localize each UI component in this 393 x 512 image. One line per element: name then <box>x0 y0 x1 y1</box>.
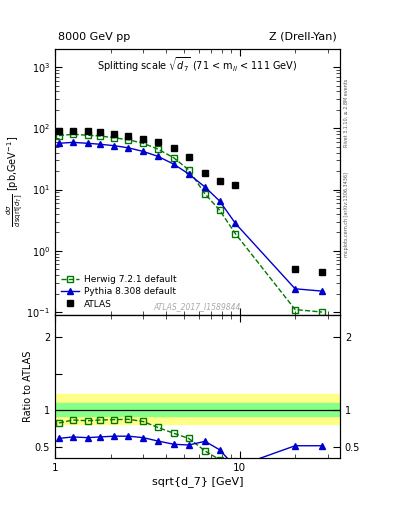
Bar <box>55 403 340 416</box>
Herwig 7.2.1 default <box>203 191 208 197</box>
ATLAS <box>85 128 90 134</box>
Herwig 7.2.1 default <box>141 140 145 146</box>
Text: Rivet 3.1.10, ≥ 2.8M events: Rivet 3.1.10, ≥ 2.8M events <box>344 78 349 147</box>
Herwig 7.2.1 default <box>155 146 160 152</box>
Pythia 8.308 default <box>171 161 176 167</box>
Herwig 7.2.1 default <box>71 131 75 137</box>
Pythia 8.308 default <box>57 140 61 146</box>
ATLAS <box>126 133 131 139</box>
ATLAS <box>97 129 102 135</box>
ATLAS <box>112 131 117 137</box>
Pythia 8.308 default <box>126 145 131 151</box>
ATLAS <box>71 127 75 134</box>
ATLAS <box>186 154 191 160</box>
Herwig 7.2.1 default <box>293 307 298 313</box>
Line: Pythia 8.308 default: Pythia 8.308 default <box>56 140 325 294</box>
Pythia 8.308 default <box>71 139 75 145</box>
ATLAS <box>57 127 61 134</box>
Herwig 7.2.1 default <box>85 132 90 138</box>
X-axis label: sqrt{d_7} [GeV]: sqrt{d_7} [GeV] <box>152 476 243 487</box>
Bar <box>55 394 340 424</box>
Text: 8000 GeV pp: 8000 GeV pp <box>58 32 130 42</box>
Line: ATLAS: ATLAS <box>55 127 325 275</box>
Line: Herwig 7.2.1 default: Herwig 7.2.1 default <box>56 132 325 315</box>
Text: mcplots.cern.ch [arXiv:1306.3436]: mcplots.cern.ch [arXiv:1306.3436] <box>344 173 349 258</box>
Pythia 8.308 default <box>85 140 90 146</box>
Herwig 7.2.1 default <box>233 231 238 237</box>
Y-axis label: $\frac{d\sigma}{d\,\mathrm{sqrt}[d_7]}$ [pb,GeV$^{-1}$]: $\frac{d\sigma}{d\,\mathrm{sqrt}[d_7]}$ … <box>5 136 25 227</box>
ATLAS <box>203 169 208 176</box>
Herwig 7.2.1 default <box>112 135 117 141</box>
Herwig 7.2.1 default <box>171 155 176 161</box>
ATLAS <box>141 136 145 142</box>
Pythia 8.308 default <box>186 171 191 177</box>
ATLAS <box>233 182 238 188</box>
Herwig 7.2.1 default <box>320 309 324 315</box>
Pythia 8.308 default <box>293 286 298 292</box>
Herwig 7.2.1 default <box>217 207 222 214</box>
Legend: Herwig 7.2.1 default, Pythia 8.308 default, ATLAS: Herwig 7.2.1 default, Pythia 8.308 defau… <box>59 273 178 310</box>
Pythia 8.308 default <box>155 153 160 159</box>
Pythia 8.308 default <box>112 143 117 149</box>
Pythia 8.308 default <box>217 198 222 204</box>
Pythia 8.308 default <box>141 148 145 155</box>
Text: Splitting scale $\sqrt{d_7}$ (71 < m$_{ll}$ < 111 GeV): Splitting scale $\sqrt{d_7}$ (71 < m$_{l… <box>97 55 298 74</box>
ATLAS <box>217 178 222 184</box>
Y-axis label: Ratio to ATLAS: Ratio to ATLAS <box>24 351 33 422</box>
Pythia 8.308 default <box>203 184 208 190</box>
Herwig 7.2.1 default <box>186 167 191 173</box>
ATLAS <box>171 145 176 151</box>
Pythia 8.308 default <box>97 141 102 147</box>
Herwig 7.2.1 default <box>57 133 61 139</box>
ATLAS <box>293 266 298 272</box>
Pythia 8.308 default <box>233 220 238 226</box>
Text: ATLAS_2017_I1589844: ATLAS_2017_I1589844 <box>154 302 241 311</box>
Text: Z (Drell-Yan): Z (Drell-Yan) <box>269 32 337 42</box>
Herwig 7.2.1 default <box>126 137 131 143</box>
Pythia 8.308 default <box>320 288 324 294</box>
Herwig 7.2.1 default <box>97 133 102 139</box>
ATLAS <box>320 269 324 275</box>
ATLAS <box>155 139 160 145</box>
